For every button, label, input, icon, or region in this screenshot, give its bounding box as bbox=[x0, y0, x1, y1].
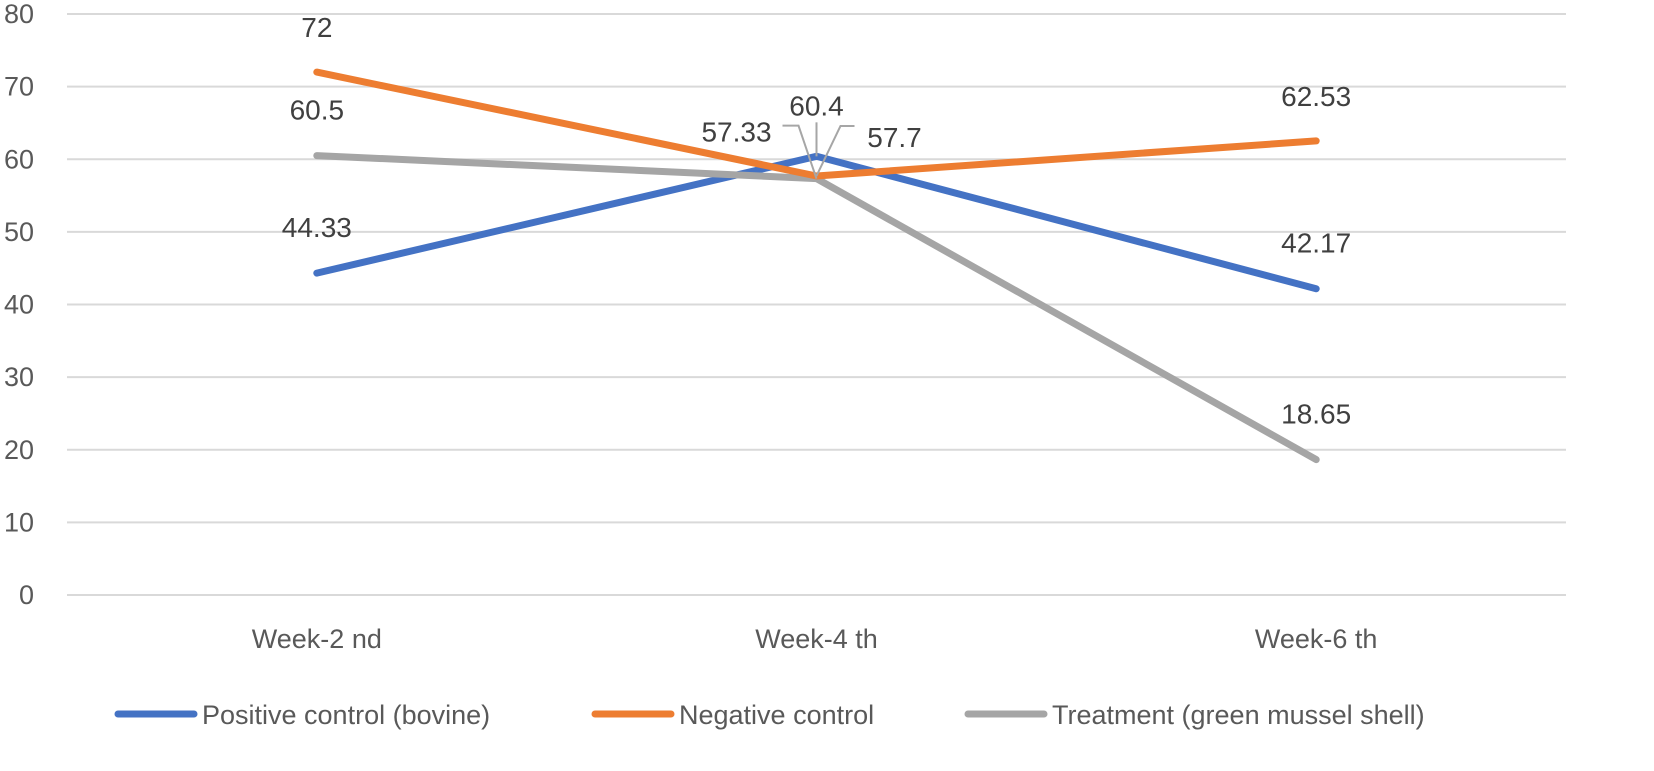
data-label-negative-control-2: 62.53 bbox=[1281, 81, 1351, 112]
data-labels: 44.33 60.4 42.17 72 57.7 62.53 60.5 57.33 18.65 bbox=[282, 12, 1351, 429]
y-tick-label-80: 80 bbox=[4, 0, 34, 29]
x-axis-ticks: Week-2 nd Week-4 th Week-6 th bbox=[252, 624, 1378, 654]
y-tick-label-40: 40 bbox=[4, 290, 34, 320]
y-tick-label-50: 50 bbox=[4, 217, 34, 247]
legend-item-positive-control-bovine: Positive control (bovine) bbox=[114, 700, 490, 730]
legend-item-treatment-green-mussel-shell: Treatment (green mussel shell) bbox=[964, 700, 1425, 730]
data-label-treatment-green-mussel-shell-2: 18.65 bbox=[1281, 399, 1351, 430]
x-tick-label-week-2-nd: Week-2 nd bbox=[252, 624, 382, 654]
legend-label-positive-control-bovine: Positive control (bovine) bbox=[202, 700, 490, 730]
legend-label-treatment-green-mussel-shell: Treatment (green mussel shell) bbox=[1052, 700, 1425, 730]
series-line-treatment-green-mussel-shell bbox=[313, 152, 1320, 464]
x-tick-label-week-4-th: Week-4 th bbox=[755, 624, 878, 654]
y-tick-label-60: 60 bbox=[4, 144, 34, 174]
legend-label-negative-control: Negative control bbox=[679, 700, 874, 730]
data-label-positive-control-bovine-1: 60.4 bbox=[789, 90, 844, 121]
data-label-treatment-green-mussel-shell-0: 60.5 bbox=[290, 95, 345, 126]
legend-item-negative-control: Negative control bbox=[591, 700, 874, 730]
data-label-treatment-green-mussel-shell-1: 57.33 bbox=[701, 117, 771, 148]
x-tick-label-week-6-th: Week-6 th bbox=[1255, 624, 1378, 654]
y-tick-label-10: 10 bbox=[4, 507, 34, 537]
y-tick-label-0: 0 bbox=[19, 580, 34, 610]
data-label-positive-control-bovine-0: 44.33 bbox=[282, 212, 352, 243]
data-label-positive-control-bovine-2: 42.17 bbox=[1281, 228, 1351, 259]
leader-line-treatment-week-4 bbox=[782, 124, 818, 179]
y-axis-ticks: 0 10 20 30 40 50 60 70 80 bbox=[4, 0, 34, 610]
gridlines bbox=[67, 13, 1566, 596]
y-tick-label-30: 30 bbox=[4, 362, 34, 392]
y-tick-label-70: 70 bbox=[4, 72, 34, 102]
data-label-negative-control-1: 57.7 bbox=[867, 122, 922, 153]
leader-line-negative-control-week-4 bbox=[815, 124, 855, 177]
data-label-negative-control-0: 72 bbox=[301, 12, 332, 43]
y-tick-label-20: 20 bbox=[4, 435, 34, 465]
legend: Positive control (bovine) Negative contro… bbox=[114, 700, 1425, 730]
